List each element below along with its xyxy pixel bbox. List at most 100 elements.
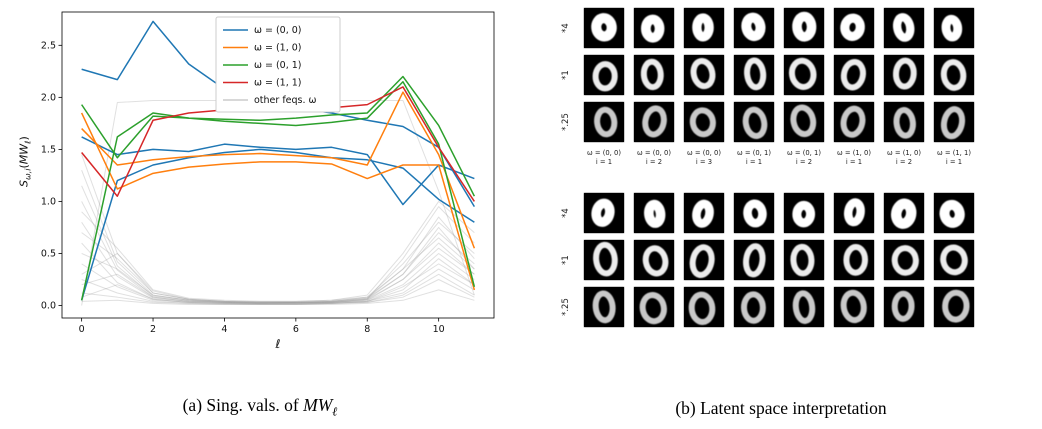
digit-tile [834,193,874,234]
digit-tile [584,193,624,234]
digit-tile [784,193,824,234]
tile-column-label: ω = (0, 1) i = 2 [787,149,821,167]
ylabel-close: ) [17,136,31,141]
digit-zero-image [634,240,674,281]
digit-zero-image [734,55,774,95]
ylabel-sub: ω,i [23,168,33,180]
digit-tile [584,102,624,142]
series-line [80,80,476,301]
other-frequency-line [81,242,475,304]
digit-zero-image [634,102,674,142]
digit-zero-image [884,8,924,48]
digit-zero-image [784,102,824,142]
other-frequency-line [81,263,475,304]
chart-canvas: 0 2 4 6 8 10 0.0 0.5 1.0 1.5 2.0 2.5 ℓ ω = (0, 0) ω = … [41,11,495,351]
other-frequency-line [81,201,475,304]
other-frequency-line [81,278,475,305]
digit-zero-image [634,193,674,234]
digit-zero-image [784,193,824,234]
caption-b: (b) Latent space interpretation [675,398,887,418]
digit-zero-image [584,193,624,234]
x-tick-label: 0 [79,324,85,335]
digit-zero-image [834,287,874,328]
legend-label: ω = (0, 0) [254,25,302,36]
digit-tile [784,102,824,142]
other-frequency-line [81,185,475,303]
digit-zero-image [634,287,674,328]
digit-zero-image [934,8,974,48]
digit-tile [634,193,674,234]
digit-tile [834,240,874,281]
caption-a-math-sub: ℓ [332,404,338,418]
digit-zero-image [584,55,624,95]
digit-zero-image [684,287,724,328]
x-tick-label: 4 [221,324,227,335]
legend-box [215,16,341,113]
other-frequency-line [81,263,475,304]
digit-tile [934,102,974,142]
digit-tile [734,8,774,48]
series-line [81,91,476,249]
digit-zero-image [934,102,974,142]
digit-tile [684,8,724,48]
digit-tile [784,55,824,95]
digit-tile [634,240,674,281]
digit-zero-image [884,193,924,234]
digit-zero-image [584,8,624,48]
x-tick-label: 2 [150,324,156,335]
digit-tile [634,55,674,95]
digit-zero-image [884,55,924,95]
digit-grid-block-2: *4 *1 *.25 [558,193,1042,328]
x-tick-label: 8 [364,324,370,335]
digit-tile [934,55,974,95]
y-tick-label: 1.5 [41,144,56,155]
other-frequency-line [81,289,475,305]
digit-zero-image [584,102,624,142]
x-tick-label: 6 [293,324,299,335]
digit-tile [934,240,974,281]
digit-zero-image [834,193,874,234]
x-tick-label: 10 [433,324,445,335]
digit-tile [684,240,724,281]
digit-tile [734,193,774,234]
digit-tile [734,240,774,281]
digit-tile [734,102,774,142]
digit-zero-image [784,8,824,48]
digit-tile [734,287,774,328]
digit-tile [884,8,924,48]
tile-row-label: *4 [560,23,571,33]
digit-tile [784,8,824,48]
digit-tile [734,55,774,95]
y-tick-label: 2.0 [41,92,56,103]
digit-tile [834,102,874,142]
tile-row-label: *1 [560,255,571,266]
digit-tile [884,102,924,142]
digit-tile [884,240,924,281]
digit-zero-image [684,240,724,281]
y-tick-label: 0.5 [41,248,56,259]
panel-b: *4 *1 *.25 ω = (0, 0) i = 1 ω = (0, 0) i = 2 ω … [520,0,1042,429]
other-frequency-line [81,232,475,303]
legend-label: ω = (0, 1) [254,60,302,71]
digit-zero-image [884,240,924,281]
caption-a-math: MWℓ [303,394,338,419]
digit-tile [884,55,924,95]
digit-zero-image [834,8,874,48]
digit-zero-image [934,240,974,281]
tile-row-label: *.25 [561,298,571,317]
digit-tile [784,287,824,328]
tile-column-label: ω = (0, 0) i = 3 [687,149,721,167]
series-line [80,112,476,291]
other-frequency-line [81,237,475,303]
digit-tile [634,287,674,328]
digit-tile [584,287,624,328]
digit-tile [684,287,724,328]
digit-zero-image [934,55,974,95]
digit-zero-image [734,193,774,234]
tile-column-label: ω = (0, 0) i = 1 [587,149,621,167]
other-frequency-line [81,200,475,302]
x-axis-label: ℓ [275,337,281,351]
digit-zero-image [684,55,724,95]
digit-tile [584,240,624,281]
series-line [81,136,475,206]
